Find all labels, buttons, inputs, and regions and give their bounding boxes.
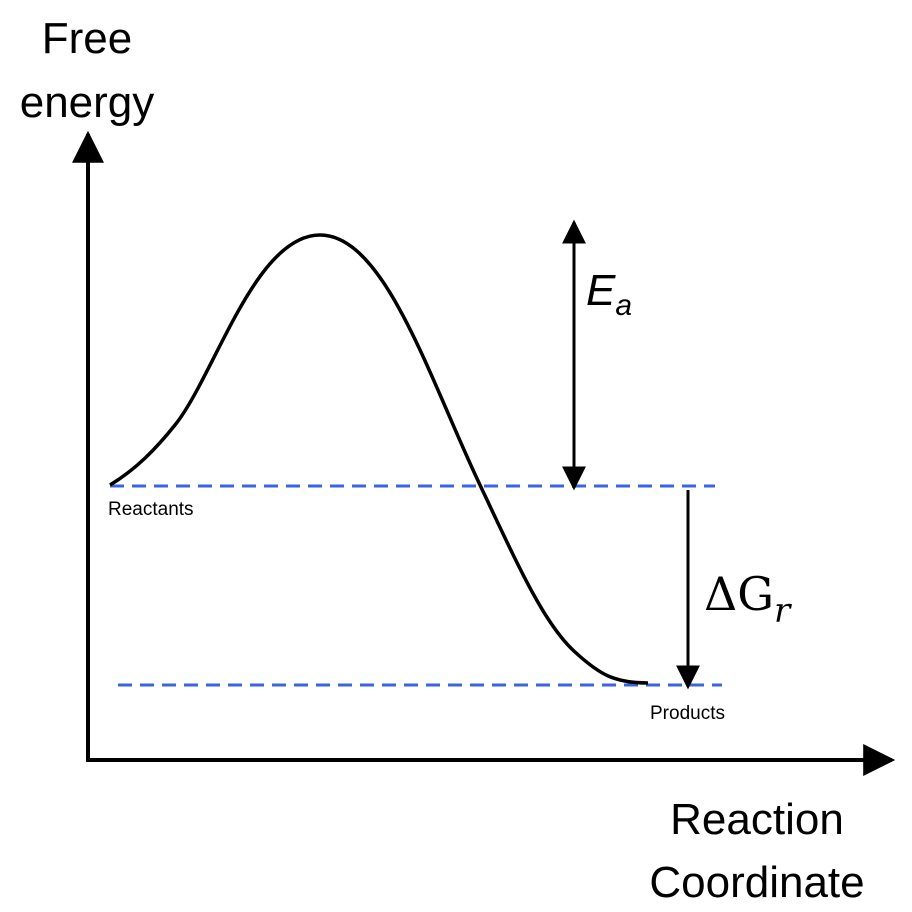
free-energy-change-label: ΔGr: [704, 567, 792, 631]
products-label: Products: [650, 703, 725, 724]
y-axis-label: Free: [42, 14, 132, 63]
activation-energy-label: Ea: [586, 266, 632, 322]
y-axis-label: energy: [20, 78, 155, 127]
x-axis-label: Coordinate: [649, 858, 864, 907]
subscript: a: [615, 289, 632, 322]
subscript: r: [774, 591, 792, 631]
symbol: ΔG: [704, 567, 774, 621]
reactants-label: Reactants: [108, 499, 194, 520]
energy-curve: [109, 233, 649, 685]
symbol: E: [586, 266, 616, 315]
x-axis-label: Reaction: [670, 795, 844, 844]
